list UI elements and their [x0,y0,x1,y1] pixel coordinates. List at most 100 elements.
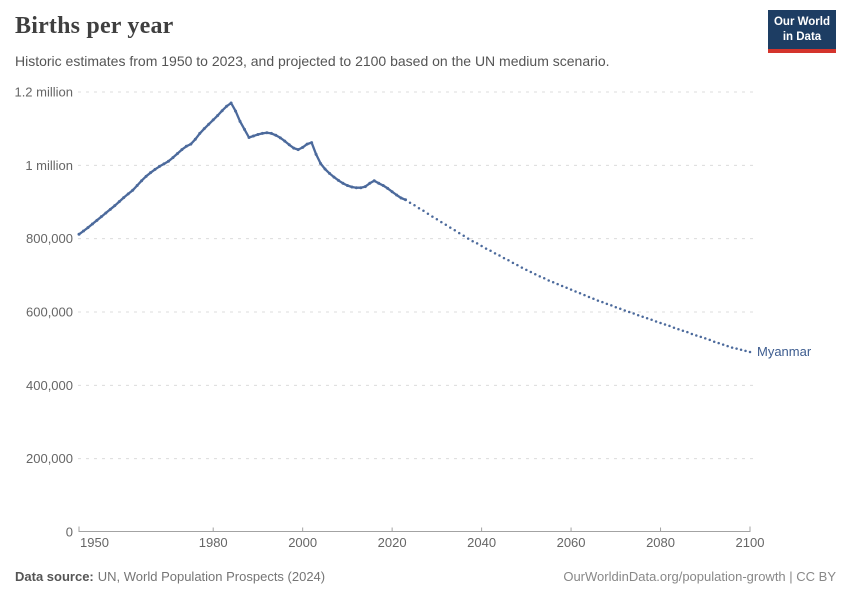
series-point-historic[interactable] [345,184,349,187]
series-point-historic[interactable] [377,181,381,185]
series-point-projection[interactable] [592,297,595,301]
series-point-historic[interactable] [108,207,112,211]
series-point-historic[interactable] [225,104,229,108]
series-point-projection[interactable] [542,277,546,280]
series-point-projection[interactable] [614,305,618,309]
series-point-projection[interactable] [699,335,703,339]
series-point-historic[interactable] [386,186,390,190]
series-point-historic[interactable] [207,122,211,126]
series-point-projection[interactable] [462,234,465,237]
series-point-historic[interactable] [166,159,170,163]
series-point-historic[interactable] [310,141,314,145]
series-point-projection[interactable] [426,212,430,215]
series-point-historic[interactable] [140,179,144,183]
series-point-projection[interactable] [466,237,470,240]
series-point-projection[interactable] [547,279,550,282]
series-point-historic[interactable] [193,137,197,141]
series-point-historic[interactable] [395,193,399,197]
series-point-projection[interactable] [721,343,725,346]
series-point-projection[interactable] [583,293,586,297]
series-point-historic[interactable] [372,179,376,183]
series-point-projection[interactable] [717,341,720,345]
series-point-projection[interactable] [578,292,582,295]
series-point-projection[interactable] [569,288,573,291]
owid-logo[interactable]: Our World in Data [768,10,836,53]
series-point-projection[interactable] [681,329,685,332]
series-point-projection[interactable] [422,209,425,213]
series-point-historic[interactable] [274,133,278,137]
series-point-projection[interactable] [686,330,689,334]
series-point-historic[interactable] [336,178,340,182]
series-point-historic[interactable] [126,192,130,196]
series-point-projection[interactable] [735,347,738,350]
series-point-historic[interactable] [359,186,363,190]
series-point-historic[interactable] [287,143,291,147]
series-point-projection[interactable] [475,242,479,245]
series-point-historic[interactable] [113,204,117,208]
series-point-projection[interactable] [730,346,734,349]
series-point-historic[interactable] [131,188,135,192]
series-point-historic[interactable] [354,186,358,190]
series-point-projection[interactable] [551,281,555,284]
series-point-historic[interactable] [305,142,309,146]
series-point-projection[interactable] [672,326,676,330]
series-point-historic[interactable] [301,145,305,149]
series-point-historic[interactable] [314,152,318,156]
series-point-projection[interactable] [641,315,644,319]
series-point-projection[interactable] [627,310,631,314]
series-point-historic[interactable] [251,134,255,138]
series-point-projection[interactable] [408,201,412,204]
series-point-historic[interactable] [180,148,184,152]
series-point-projection[interactable] [645,316,649,320]
series-point-projection[interactable] [690,332,694,336]
series-point-projection[interactable] [708,338,711,342]
series-point-historic[interactable] [283,139,287,143]
series-point-projection[interactable] [507,259,510,262]
series-point-historic[interactable] [149,171,153,175]
series-point-historic[interactable] [319,162,323,165]
entity-label[interactable]: Myanmar [757,344,812,359]
series-point-projection[interactable] [534,272,537,276]
series-point-projection[interactable] [516,263,519,267]
series-point-projection[interactable] [610,304,613,307]
series-point-historic[interactable] [229,101,233,105]
series-point-historic[interactable] [220,109,224,113]
series-point-historic[interactable] [184,144,188,148]
series-point-historic[interactable] [189,142,193,146]
series-point-projection[interactable] [413,204,416,207]
series-point-projection[interactable] [587,295,591,299]
series-point-historic[interactable] [296,148,300,152]
series-point-projection[interactable] [704,337,707,340]
series-point-historic[interactable] [171,156,175,160]
series-point-historic[interactable] [332,175,336,179]
series-point-projection[interactable] [668,324,671,328]
series-point-projection[interactable] [739,348,743,352]
series-point-historic[interactable] [381,184,385,187]
series-point-historic[interactable] [269,131,273,135]
series-point-historic[interactable] [216,113,220,117]
series-point-historic[interactable] [328,171,332,175]
series-point-projection[interactable] [471,239,474,243]
series-point-projection[interactable] [511,261,515,265]
series-point-projection[interactable] [493,252,497,255]
series-point-historic[interactable] [292,146,296,150]
series-point-historic[interactable] [278,136,282,140]
series-point-projection[interactable] [596,299,600,302]
series-point-historic[interactable] [390,190,394,194]
series-point-projection[interactable] [440,220,443,224]
series-point-projection[interactable] [659,321,662,325]
series-point-historic[interactable] [86,226,90,230]
series-point-historic[interactable] [162,162,166,166]
series-point-projection[interactable] [502,256,506,260]
series-point-projection[interactable] [489,249,492,253]
series-point-historic[interactable] [265,131,269,135]
series-point-historic[interactable] [260,131,264,135]
series-point-historic[interactable] [117,200,121,204]
series-point-historic[interactable] [202,127,206,131]
series-point-projection[interactable] [623,309,626,312]
series-point-projection[interactable] [520,266,524,269]
series-point-historic[interactable] [363,185,367,189]
series-point-historic[interactable] [234,109,238,113]
series-point-historic[interactable] [81,229,85,233]
